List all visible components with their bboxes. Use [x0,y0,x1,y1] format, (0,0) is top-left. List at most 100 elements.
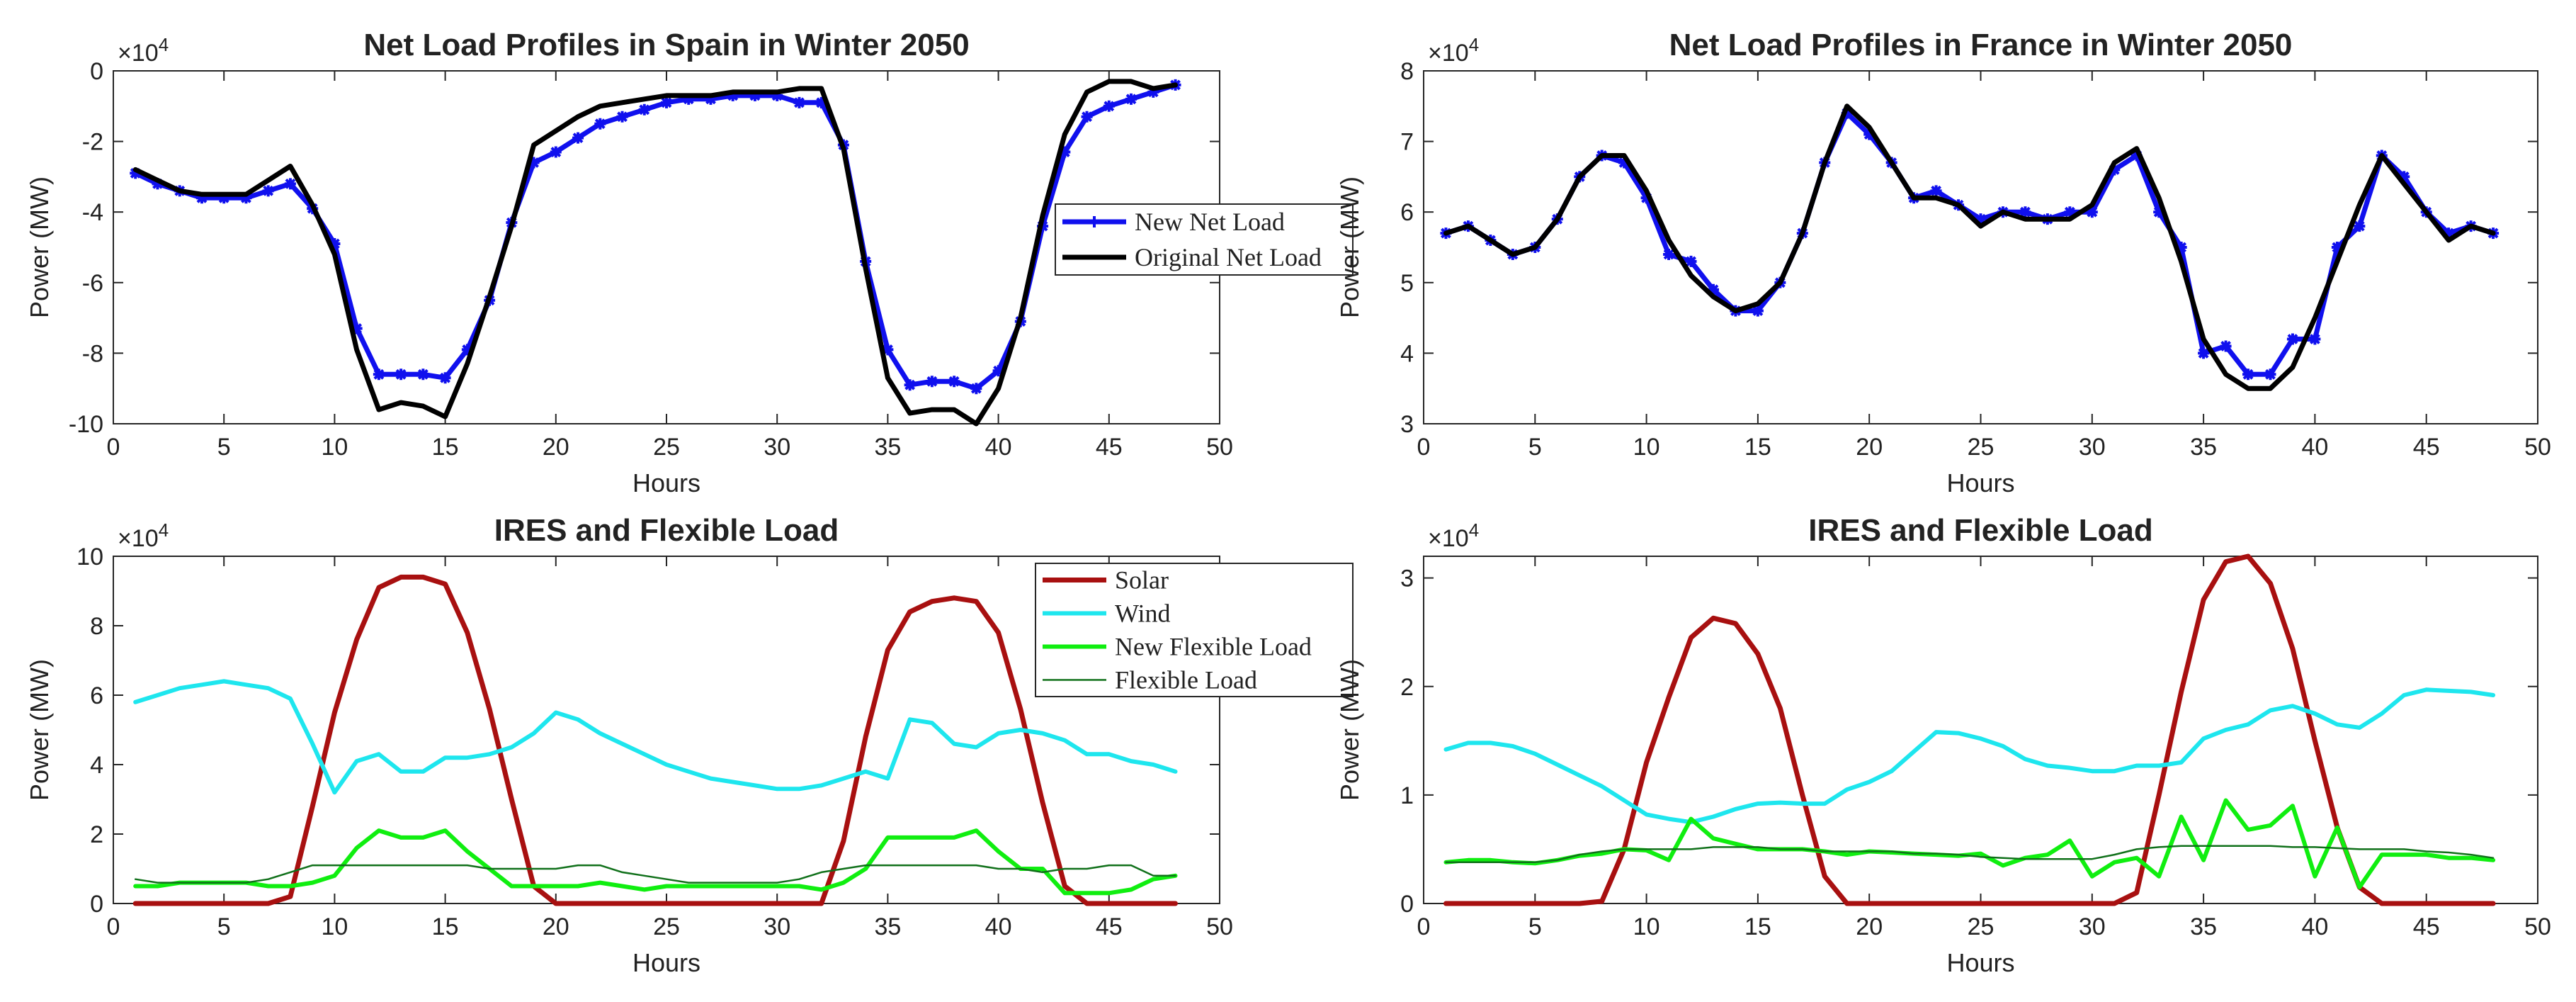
legend-box [1035,563,1354,697]
data-point-marker [1863,128,1876,140]
data-point-marker [351,322,363,334]
data-point-marker [904,379,916,391]
legend-label: New Flexible Load [1115,633,1312,661]
y-tick-label: 10 [76,544,103,570]
x-tick-label: 0 [1417,913,1431,940]
x-tick-label: 30 [764,434,790,461]
y-tick-label: 5 [1400,270,1414,297]
data-point-marker [329,238,341,250]
x-tick-label: 20 [1856,434,1883,461]
data-point-marker [195,192,208,204]
data-point-marker [2153,206,2165,218]
y-exponent-label: ×104 [1428,34,1479,67]
x-tick-label: 40 [2301,913,2328,940]
x-tick-label: 20 [1856,913,1883,940]
x-tick-label: 15 [1744,434,1771,461]
data-point-marker [1707,283,1719,295]
data-point-marker [1103,100,1115,112]
x-tick-label: 15 [432,434,459,461]
x-tick-label: 25 [653,434,680,461]
data-point-marker [1125,93,1137,105]
data-point-marker [218,192,230,204]
data-point-marker [373,368,385,381]
data-point-marker [417,368,429,381]
x-tick-label: 35 [874,434,901,461]
data-point-marker [594,118,606,130]
y-tick-label: 0 [90,58,103,85]
x-tick-label: 35 [2190,434,2217,461]
legend-label: Original Net Load [1135,243,1322,271]
data-point-marker [528,157,540,169]
data-point-marker [550,146,562,158]
y-tick-label: 4 [90,752,103,779]
y-axis-label: Power (MW) [1335,176,1364,318]
x-tick-label: 50 [2524,913,2551,940]
x-tick-label: 45 [2413,913,2440,940]
legend-label: Flexible Load [1115,666,1257,694]
series-line-wind [133,679,1178,795]
data-point-marker [793,96,805,108]
y-tick-label: -8 [82,340,103,367]
x-tick-label: 5 [217,913,231,940]
data-point-marker [1930,185,1942,197]
series-line-original-net-load [132,79,1178,427]
x-tick-label: 10 [1633,913,1660,940]
data-point-marker [1059,146,1071,158]
y-tick-label: 6 [90,682,103,709]
data-point-marker [262,185,274,197]
data-point-marker [749,89,761,101]
x-tick-label: 15 [432,913,459,940]
x-tick-label: 35 [874,913,901,940]
y-tick-label: 1 [1400,782,1414,809]
x-tick-label: 50 [1206,434,1233,461]
data-point-marker [2220,340,2232,352]
data-point-marker [2286,333,2298,345]
data-point-marker [882,344,894,356]
y-tick-label: 2 [1400,674,1414,701]
data-point-marker [1975,213,1987,225]
data-point-marker [1685,255,1697,267]
x-tick-label: 25 [1968,913,1995,940]
y-tick-label: 8 [1400,58,1414,85]
data-point-marker [2309,333,2321,345]
series-line-solar [132,574,1178,906]
x-tick-label: 50 [2524,434,2551,461]
data-point-marker [2130,150,2143,162]
x-tick-label: 5 [1528,434,1542,461]
series-line-solar [1443,553,2496,906]
data-point-marker [727,89,739,101]
x-tick-label: 50 [1206,913,1233,940]
x-tick-label: 30 [2079,434,2106,461]
data-point-marker [2086,206,2098,218]
data-point-marker [284,178,296,190]
x-tick-label: 40 [985,434,1012,461]
chart-title: IRES and Flexible Load [494,513,839,548]
y-tick-label: -4 [82,199,103,226]
data-point-marker [572,132,584,144]
data-point-marker [2443,227,2455,240]
data-point-marker [2354,220,2366,232]
x-tick-label: 30 [764,913,790,940]
y-tick-label: -10 [69,411,103,438]
x-tick-label: 40 [985,913,1012,940]
legend-label: New Net Load [1135,208,1285,236]
data-point-marker [2242,368,2254,381]
chart-title: IRES and Flexible Load [1808,513,2153,548]
data-point-marker [661,96,672,108]
x-tick-label: 0 [107,434,120,461]
x-tick-label: 5 [1528,913,1542,940]
legend-label: Wind [1115,599,1171,628]
data-point-marker [1081,111,1093,123]
data-point-marker [992,365,1004,377]
x-tick-label: 10 [1633,434,1660,461]
data-point-marker [130,167,142,179]
x-tick-label: 35 [2190,913,2217,940]
x-tick-label: 25 [653,913,680,940]
data-point-marker [926,376,938,388]
data-point-marker [2064,206,2076,218]
chart-title: Net Load Profiles in Spain in Winter 205… [363,28,969,62]
x-axis-label: Hours [1946,948,2014,977]
data-point-marker [1147,86,1159,98]
